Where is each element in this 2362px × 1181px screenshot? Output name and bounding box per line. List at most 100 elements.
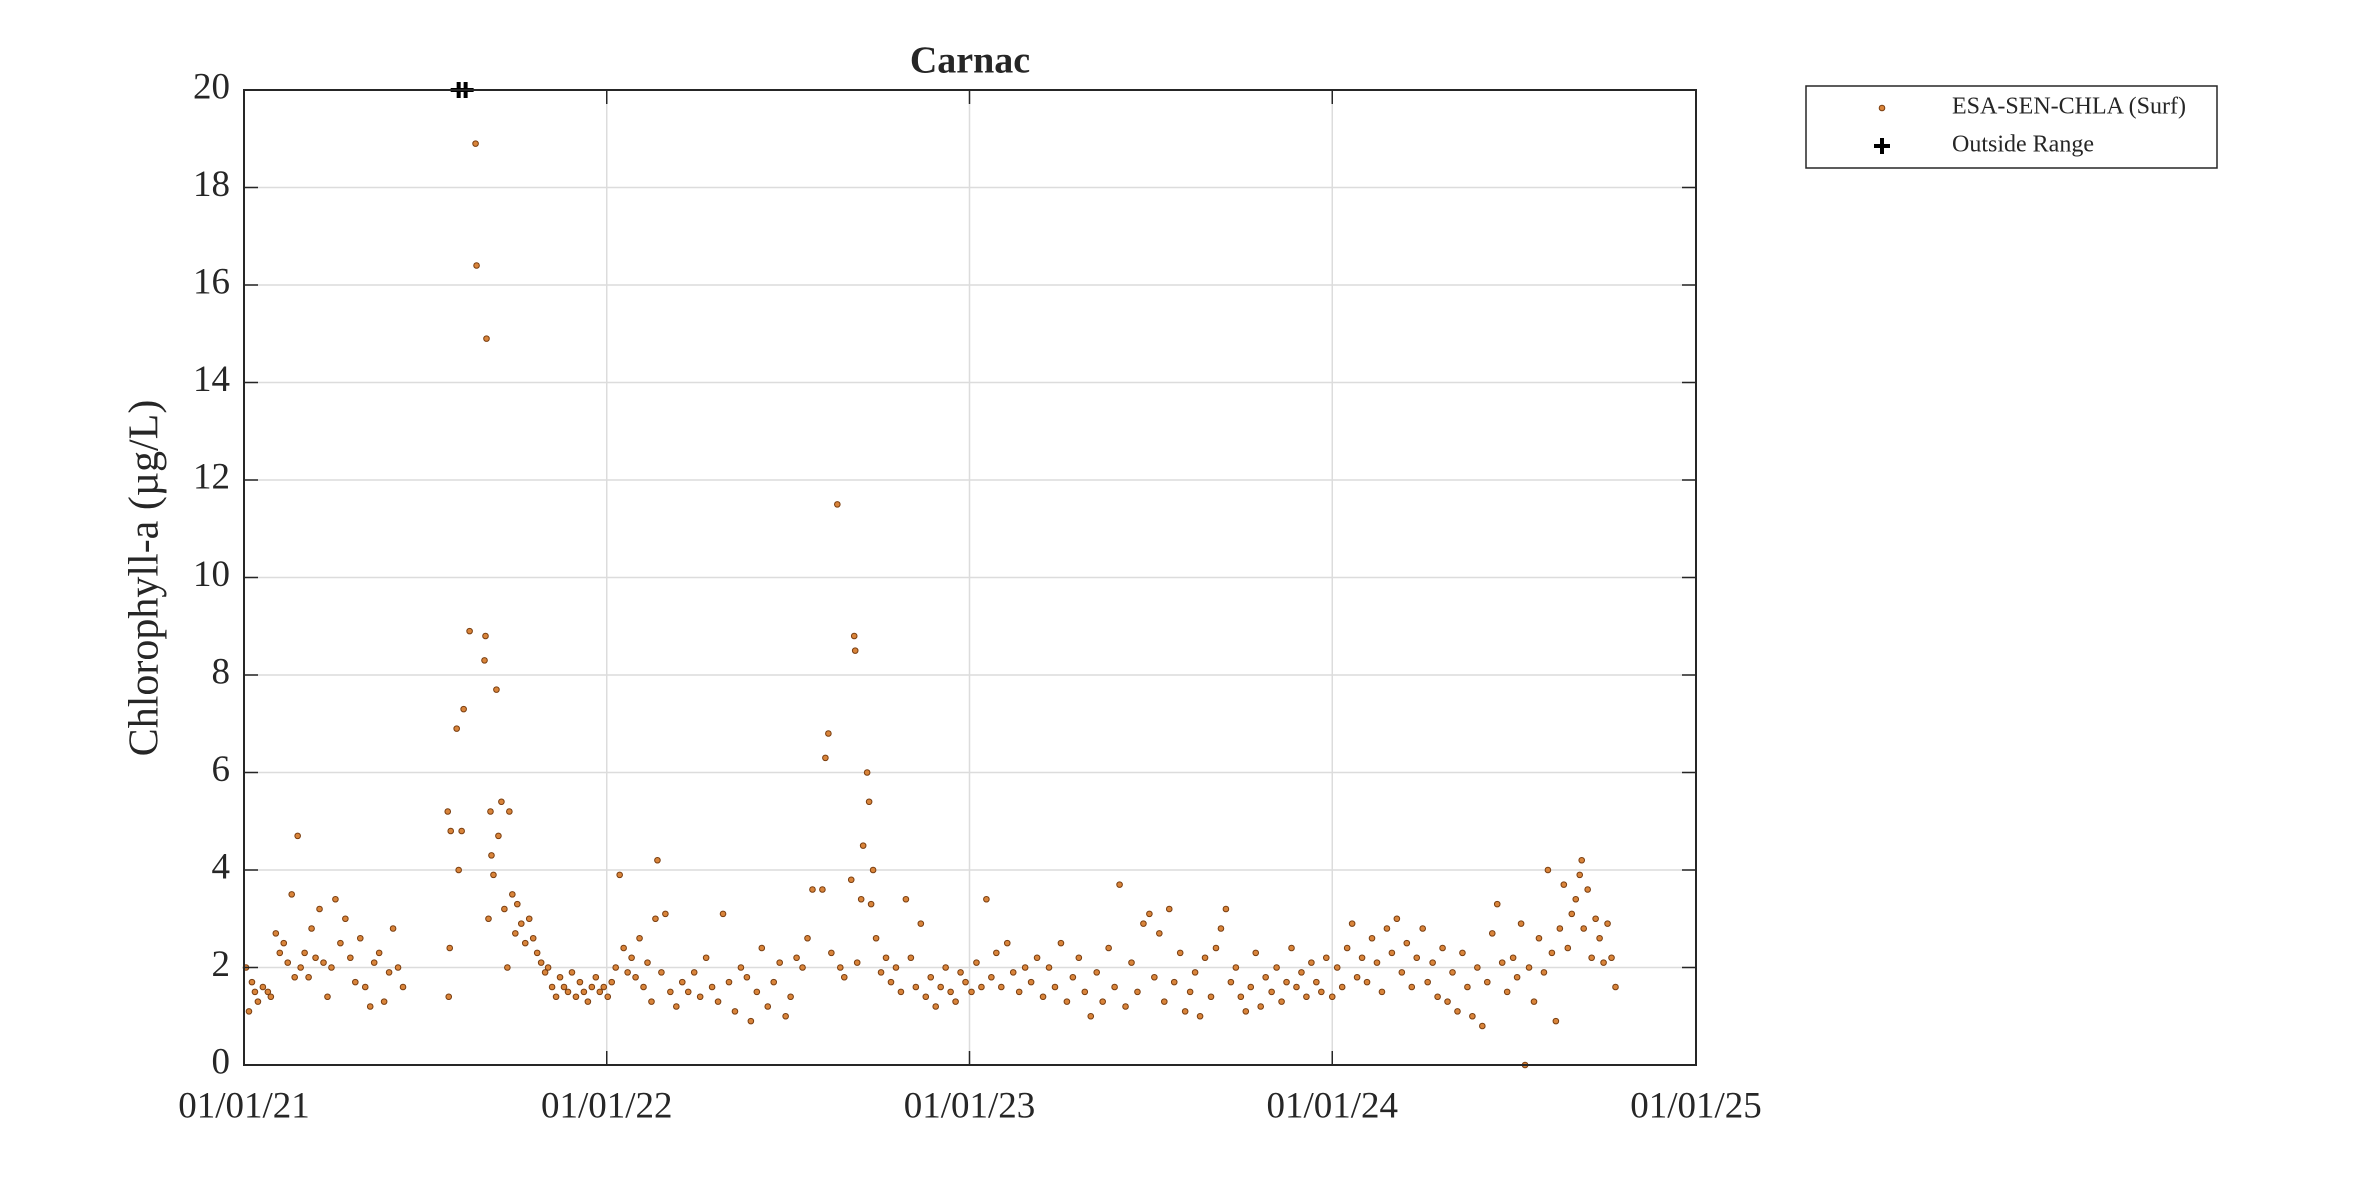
point [1509,954,1517,962]
point [1572,895,1580,903]
point [892,964,900,971]
point [259,983,267,991]
point [305,973,312,981]
point [1429,959,1436,966]
point [1449,969,1456,976]
point [632,973,639,981]
point [1474,964,1481,971]
point [869,866,877,874]
x-tick-label: 01/01/24 [1266,1085,1398,1126]
point [356,934,364,942]
point [1530,998,1538,1005]
point [770,978,778,986]
point [1338,983,1346,991]
point [1075,954,1083,962]
point [580,988,588,996]
point [1560,881,1568,888]
point [847,876,855,884]
x-tick-label: 01/01/22 [541,1085,673,1126]
point [576,978,584,986]
point [658,969,665,976]
point [460,705,467,713]
point [1217,925,1225,932]
point [1578,856,1586,864]
point [1343,944,1351,952]
point [872,934,880,942]
y-tick-label: 8 [212,651,231,692]
point [1403,939,1411,947]
point [968,988,975,996]
point [1057,939,1065,947]
point [320,959,327,966]
point [1003,939,1011,947]
point [1413,954,1421,962]
point [834,501,841,508]
point [1576,871,1584,879]
point [1283,978,1290,986]
point [776,959,783,966]
y-tick-label: 10 [193,554,230,595]
point [1278,998,1285,1005]
point [737,964,745,971]
point [517,920,525,927]
point [1469,1012,1476,1020]
point [525,915,533,923]
point [809,886,816,893]
point [850,632,858,640]
point [297,964,304,971]
point [1388,949,1396,957]
point [1212,944,1220,952]
point [947,988,954,996]
point [1268,988,1275,996]
point [316,905,323,913]
point [514,900,521,908]
point [998,983,1005,991]
point [324,993,331,1001]
point [937,983,944,991]
point [702,954,710,962]
legend-marker [1878,104,1886,112]
point [696,993,704,1001]
point [1434,993,1441,1001]
point [1116,881,1123,888]
point [1308,959,1315,966]
point [978,983,985,991]
point [488,852,495,859]
point [782,1012,789,1020]
point [1544,866,1552,874]
point [840,973,848,981]
point [1439,944,1446,952]
point [1288,944,1295,952]
point [342,915,349,923]
y-tick-label: 20 [193,66,230,107]
point [328,964,335,971]
point [600,983,608,991]
point [399,983,407,991]
point [1222,905,1230,913]
point [1568,910,1576,918]
point [648,998,655,1005]
point [592,973,600,981]
point [1156,930,1163,937]
point [758,944,766,952]
point [1483,978,1491,986]
point [912,983,920,991]
point [662,910,669,918]
point [604,993,612,1001]
point [1196,1012,1204,1020]
point [922,993,930,1001]
point [636,934,643,942]
point [804,934,811,942]
point [568,969,576,976]
point [1498,959,1506,966]
point [1027,978,1035,986]
point [1298,969,1305,976]
point [272,930,280,937]
point [1408,983,1416,991]
y-tick-label: 0 [212,1041,231,1082]
point [1045,964,1053,971]
point [719,910,727,918]
point [485,915,492,923]
point [1333,964,1341,971]
